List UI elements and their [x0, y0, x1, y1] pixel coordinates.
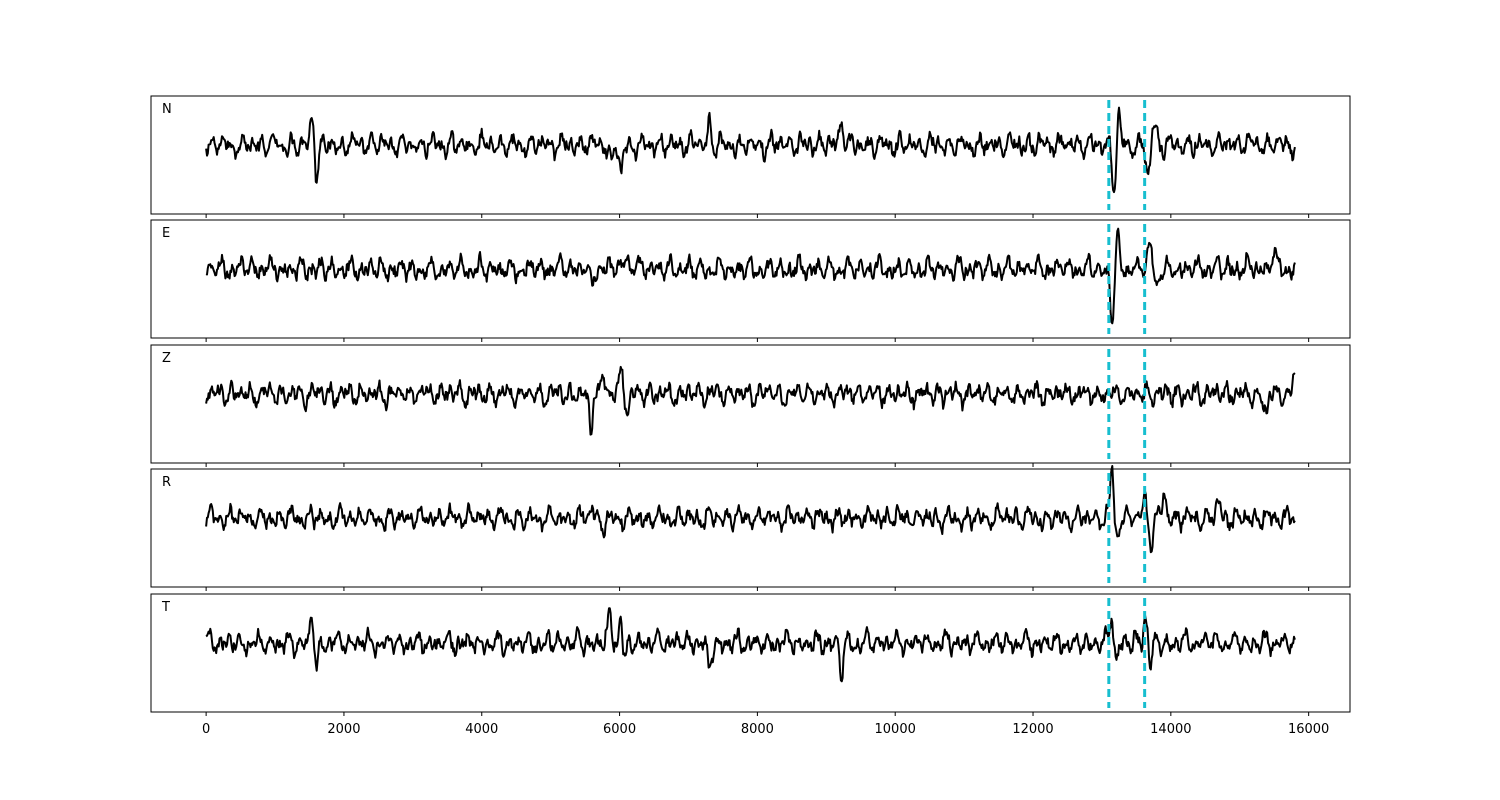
x-tick-label: 8000	[741, 722, 774, 737]
panel-label: N	[162, 102, 172, 117]
waveform-e	[205, 227, 1296, 325]
x-tick-label: 12000	[1012, 722, 1053, 737]
panel-label: E	[162, 226, 170, 241]
waveform-n	[205, 106, 1296, 194]
panel-frame	[150, 468, 1351, 588]
trace-panels: N E Z R T	[150, 95, 1351, 716]
panel-frame	[150, 593, 1351, 713]
panel-e: E	[150, 219, 1351, 342]
panel-label: Z	[162, 351, 171, 366]
x-tick-label: 0	[202, 722, 210, 737]
x-tick-label: 2000	[327, 722, 360, 737]
panel-frame	[150, 95, 1351, 215]
waveform-z	[205, 365, 1296, 436]
x-tick-label: 10000	[875, 722, 916, 737]
x-tick-label: 14000	[1150, 722, 1191, 737]
x-tick-label: 16000	[1288, 722, 1329, 737]
panel-label: T	[161, 600, 170, 615]
waveform-r	[205, 465, 1296, 554]
x-tick-label: 6000	[603, 722, 636, 737]
panel-z: Z	[150, 344, 1351, 467]
panel-frame	[150, 344, 1351, 464]
panel-n: N	[150, 95, 1351, 218]
panel-frame	[150, 219, 1351, 339]
panel-label: R	[162, 475, 171, 490]
panel-r: R	[150, 465, 1351, 591]
x-axis: 0 2000 4000 6000 8000 10000 12000 14000 16000	[202, 722, 1329, 737]
panel-t: T	[150, 593, 1351, 716]
waveform-t	[205, 607, 1296, 683]
x-tick-label: 4000	[465, 722, 498, 737]
